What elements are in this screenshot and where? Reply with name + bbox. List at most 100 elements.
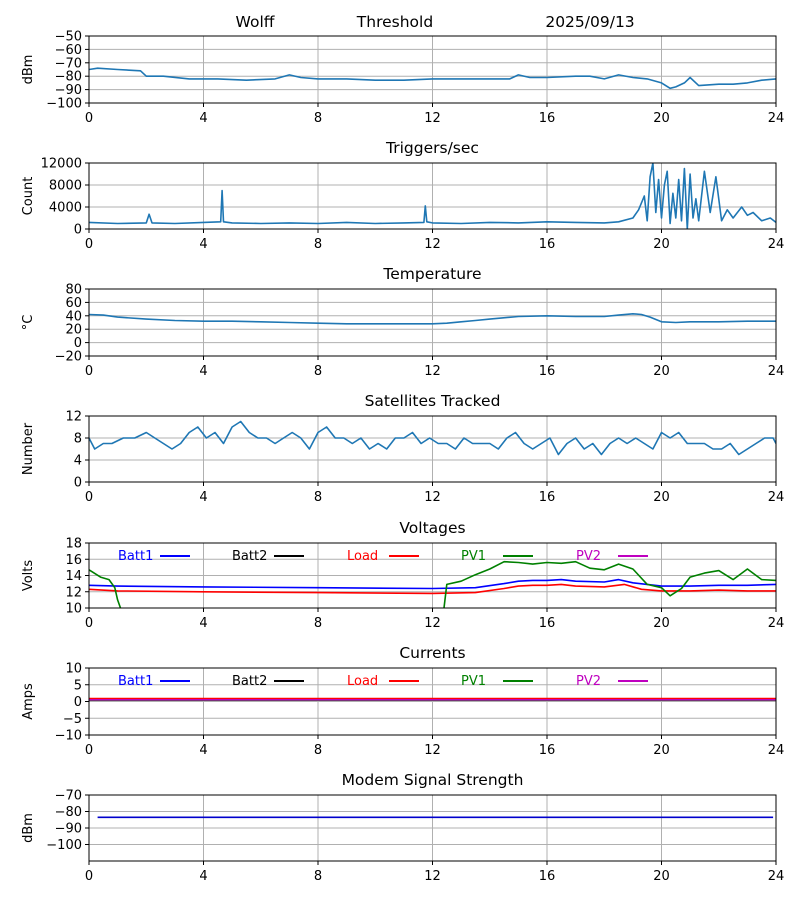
x-tick-label: 20 [653, 743, 670, 758]
legend-label: Batt2 [232, 674, 267, 689]
x-tick-label: 24 [768, 111, 785, 126]
y-axis-label: dBm [21, 813, 36, 843]
legend-label: Batt2 [232, 549, 267, 564]
x-tick-label: 4 [199, 743, 207, 758]
chart-modem: 0 4 8 12 16 20 24 −70−80 −90−100 Modem Signal Str… [21, 771, 784, 884]
y-tick-label: −100 [46, 838, 82, 853]
chart-triggers: 0 4 8 12 16 20 24 0 4000 8000 12000 Triggers/sec Cou… [21, 139, 784, 252]
y-tick-label: 8 [74, 432, 82, 447]
legend-label: Load [347, 549, 378, 564]
y-tick-label: −20 [55, 350, 82, 365]
chart-title: Temperature [382, 265, 481, 283]
x-tick-label: 8 [314, 111, 322, 126]
y-tick-label: −10 [55, 729, 82, 744]
series-line [89, 67, 776, 90]
y-axis-label: Count [21, 177, 36, 216]
x-tick-label: 16 [539, 111, 556, 126]
header-mode: Threshold [356, 13, 433, 31]
x-tick-label: 0 [85, 490, 93, 505]
y-tick-label: 12000 [41, 157, 82, 172]
legend-label: Batt1 [118, 549, 153, 564]
x-tick-label: 24 [768, 743, 785, 758]
y-tick-label: 18 [65, 537, 82, 552]
x-tick-label: 0 [85, 364, 93, 379]
y-tick-label: −90 [55, 822, 82, 837]
y-tick-label: 12 [65, 585, 82, 600]
x-tick-label: 8 [314, 743, 322, 758]
x-tick-label: 12 [424, 869, 441, 884]
x-tick-label: 20 [653, 616, 670, 631]
y-tick-label: 10 [65, 662, 82, 677]
x-tick-label: 4 [199, 490, 207, 505]
y-axis-label: Number [21, 422, 36, 475]
y-axis-label: °C [21, 315, 36, 331]
series-pv1 [89, 569, 122, 608]
chart-title: Currents [399, 644, 465, 662]
chart-currents: 0 4 8 12 16 20 24 −10 −5 0 510 Currents Amps Batt1 Bat… [21, 644, 784, 758]
x-tick-label: 12 [424, 237, 441, 252]
x-tick-label: 12 [424, 364, 441, 379]
x-tick-label: 8 [314, 616, 322, 631]
x-tick-label: 16 [539, 364, 556, 379]
y-tick-label: −80 [55, 805, 82, 820]
y-tick-label: 8000 [49, 179, 82, 194]
y-tick-label: 0 [74, 336, 82, 351]
header-date: 2025/09/13 [545, 13, 634, 31]
y-tick-label: 80 [65, 283, 82, 298]
chart-satellites: 0 4 8 12 16 20 24 0 4 8 12 Satellites Tracked Number [21, 392, 784, 505]
x-tick-label: 20 [653, 490, 670, 505]
y-tick-label: −50 [55, 30, 82, 45]
x-tick-label: 8 [314, 237, 322, 252]
y-tick-label: −90 [55, 83, 82, 98]
y-tick-label: 40 [65, 309, 82, 324]
legend-label: PV2 [576, 674, 601, 689]
x-tick-label: 0 [85, 237, 93, 252]
x-tick-label: 0 [85, 743, 93, 758]
x-tick-label: 20 [653, 869, 670, 884]
y-tick-label: −60 [55, 43, 82, 58]
x-tick-label: 4 [199, 237, 207, 252]
legend-label: PV1 [461, 674, 486, 689]
y-tick-label: 14 [65, 569, 82, 584]
x-tick-label: 16 [539, 237, 556, 252]
y-tick-label: 20 [65, 323, 82, 338]
legend-label: PV2 [576, 549, 601, 564]
x-tick-label: 16 [539, 743, 556, 758]
chart-title: Triggers/sec [385, 139, 479, 157]
x-tick-label: 16 [539, 490, 556, 505]
series-batt1 [89, 578, 776, 590]
x-tick-label: 16 [539, 869, 556, 884]
y-tick-label: 4 [74, 454, 82, 469]
x-tick-label: 20 [653, 237, 670, 252]
y-tick-label: 0 [74, 223, 82, 238]
y-tick-label: 12 [65, 410, 82, 425]
y-tick-label: 10 [65, 602, 82, 617]
legend-label: PV1 [461, 549, 486, 564]
y-tick-label: 16 [65, 553, 82, 568]
chart-threshold: 0 4 8 12 16 20 24 −50−60−70−80−90−100 dBm [21, 30, 784, 127]
x-tick-label: 20 [653, 111, 670, 126]
series-line [89, 163, 776, 229]
y-axis-label: Volts [21, 560, 36, 592]
chart-title: Voltages [399, 519, 465, 537]
y-tick-label: 60 [65, 296, 82, 311]
x-tick-label: 24 [768, 364, 785, 379]
x-tick-label: 0 [85, 111, 93, 126]
x-tick-label: 8 [314, 869, 322, 884]
x-tick-label: 8 [314, 364, 322, 379]
chart-title: Satellites Tracked [365, 392, 501, 410]
x-tick-label: 4 [199, 616, 207, 631]
y-tick-label: 0 [74, 476, 82, 491]
y-tick-label: −100 [46, 97, 82, 112]
y-tick-label: 5 [74, 678, 82, 693]
x-tick-label: 0 [85, 869, 93, 884]
x-tick-label: 24 [768, 869, 785, 884]
x-tick-label: 0 [85, 616, 93, 631]
y-axis-label: dBm [21, 55, 36, 85]
legend-label: Batt1 [118, 674, 153, 689]
y-tick-label: 0 [74, 695, 82, 710]
x-tick-label: 24 [768, 616, 785, 631]
